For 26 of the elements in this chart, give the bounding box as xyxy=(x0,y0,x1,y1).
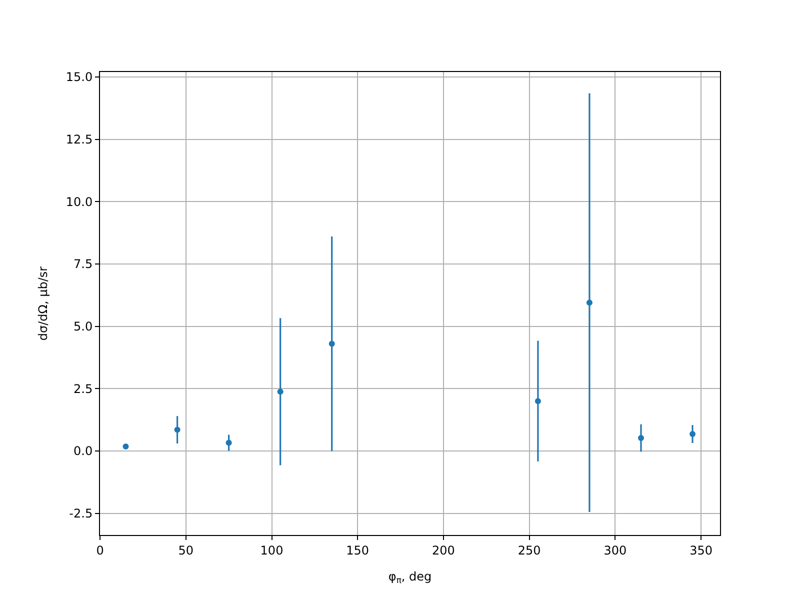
x-tick-label: 300 xyxy=(604,543,627,558)
x-tick-label: 350 xyxy=(690,543,713,558)
y-tick-label: 10.0 xyxy=(66,194,93,209)
point xyxy=(638,435,644,442)
point xyxy=(534,398,541,404)
x-tick-label: 0 xyxy=(96,543,104,558)
x-tick-label: 50 xyxy=(178,543,194,558)
y-tick-label: 7.5 xyxy=(74,257,93,272)
x-axis-title: φ$_{π}$, deg xyxy=(388,569,432,585)
point xyxy=(586,300,592,306)
point xyxy=(226,440,232,446)
x-tick-label: 200 xyxy=(432,543,455,558)
y-tick-label: 12.5 xyxy=(66,132,93,147)
y-axis-title: dσ/dΩ, μb/sr xyxy=(36,266,50,341)
point xyxy=(277,388,284,395)
y-tick-label: 2.5 xyxy=(74,382,93,396)
x-tick-label: 100 xyxy=(260,543,284,558)
x-tick-label: 250 xyxy=(518,543,541,558)
y-tick-label: 5.0 xyxy=(74,320,93,334)
point xyxy=(690,431,696,438)
point xyxy=(328,340,335,347)
x-tick-label: 150 xyxy=(346,543,370,558)
y-tick-label: -2.5 xyxy=(69,506,93,521)
y-tick-label: 0.0 xyxy=(74,444,93,458)
y-tick-label: 15.0 xyxy=(66,70,93,84)
point xyxy=(174,426,180,433)
